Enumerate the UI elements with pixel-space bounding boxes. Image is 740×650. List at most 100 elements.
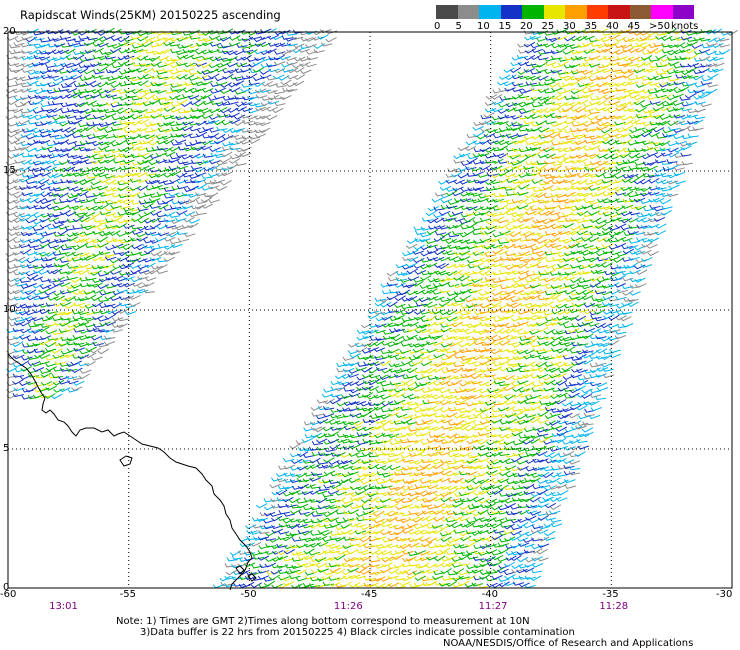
wind-barb [274,101,286,107]
wind-barb [667,142,679,147]
wind-barb [32,133,44,138]
wind-barb [561,82,574,87]
wind-barb [201,80,213,86]
wind-barb [356,329,369,334]
wind-barb [582,431,594,438]
wind-barb [169,154,182,160]
wind-barb [168,146,181,152]
wind-barb [542,496,554,502]
wind-barb [659,199,672,205]
wind-barb [387,412,400,417]
wind-barb [505,453,517,458]
wind-barb [401,283,413,288]
wind-barb [406,268,418,275]
wind-barb [589,135,601,140]
wind-barb [439,510,452,515]
legend-swatch [457,5,479,19]
wind-barb [627,301,639,308]
wind-barb [8,191,20,196]
wind-barb [479,146,491,153]
wind-barb [367,309,380,314]
wind-barb [323,388,335,393]
wind-barb [466,360,478,365]
wind-barb [595,362,607,367]
wind-barb [523,135,535,140]
wind-barb [530,361,542,368]
wind-barb [537,282,550,287]
wind-barb [329,414,342,419]
wind-barb [394,392,406,398]
wind-barb [25,251,38,256]
wind-barb [564,382,576,387]
wind-barb [263,505,276,511]
wind-barb [575,49,587,54]
wind-barb [14,76,26,81]
wind-barb [361,385,374,391]
wind-barb [543,89,555,94]
wind-barb [511,101,524,107]
wind-barb [551,64,563,69]
wind-barb [595,94,608,100]
wind-barb [504,394,516,400]
wind-barb [537,471,550,478]
wind-barb [472,411,484,418]
wind-barb [589,217,602,223]
wind-barb [362,438,374,443]
wind-barb [602,295,615,301]
wind-barb [240,140,252,145]
wind-barb [34,50,47,55]
wind-barb [47,186,60,191]
wind-barb [562,433,574,438]
wind-barb [421,289,433,295]
wind-barb [77,321,90,327]
wind-barb [258,529,270,535]
wind-barb [543,322,556,327]
wind-barb [660,74,672,79]
wind-barb [425,303,438,308]
wind-barb [440,470,452,476]
wind-barb [538,210,550,216]
wind-barb [302,453,315,458]
wind-barb [491,425,503,430]
wind-barb [484,340,496,347]
wind-barb [12,327,24,333]
wind-barb [499,492,511,497]
wind-barb [367,385,380,392]
wind-barb [570,89,583,95]
wind-barb [71,167,84,172]
wind-barb [386,294,398,301]
wind-barb [143,225,156,231]
wind-barb [122,113,135,120]
wind-barb [584,152,597,157]
wind-barb [149,98,161,105]
wind-barb [66,288,79,294]
wind-barb [675,36,687,41]
wind-barb [110,36,123,42]
wind-barb [5,171,17,177]
wind-barb [336,395,348,400]
wind-barb [380,395,392,400]
wind-barb [394,467,406,472]
wind-barb [89,347,102,354]
wind-barb [203,193,215,198]
wind-barb [596,342,608,347]
wind-barb [446,316,458,322]
wind-barb [393,510,405,516]
wind-barb [53,276,65,283]
wind-barb [603,55,615,61]
wind-barb [490,237,502,243]
wind-barb [13,320,26,326]
wind-barb [176,36,188,42]
wind-barb [589,393,602,398]
wind-barb [400,471,413,476]
wind-barb [602,236,615,243]
wind-barb [530,504,542,509]
wind-barb [503,231,516,236]
wind-barb [471,192,483,197]
wind-barb [419,238,431,243]
wind-barb [545,459,557,464]
wind-barb [440,361,453,366]
wind-barb [285,524,297,529]
wind-barb [229,128,241,134]
wind-barb [576,421,589,427]
